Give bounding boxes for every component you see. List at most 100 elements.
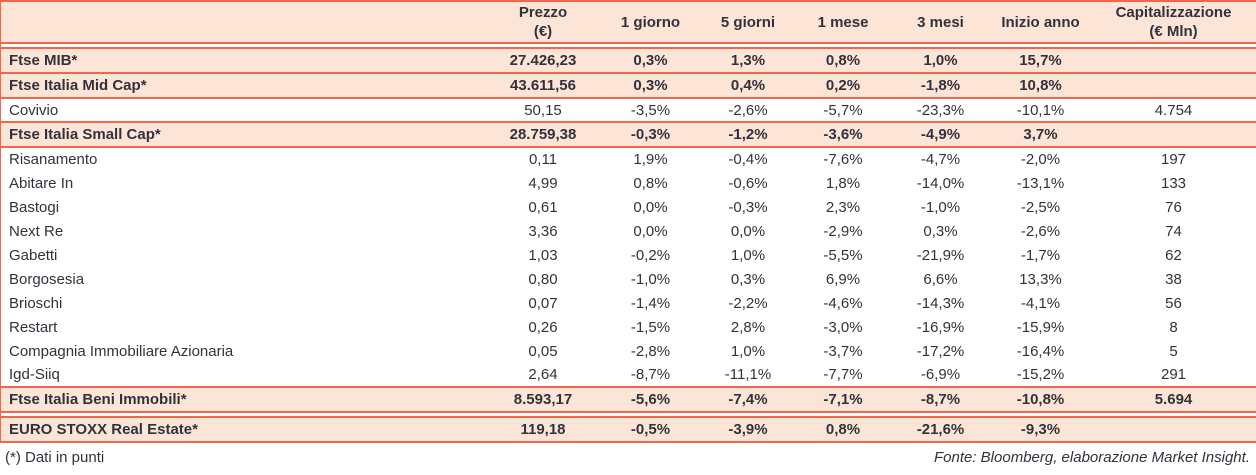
cell-ytd: -13,1% [990, 171, 1091, 195]
cell-cap: 56 [1090, 291, 1256, 315]
cell-cap [1090, 72, 1256, 99]
cell-m1: -7,7% [795, 363, 891, 387]
cell-m3: 0,3% [890, 219, 991, 243]
cell-d1: -0,3% [600, 121, 701, 148]
cell-name: EURO STOXX Real Estate* [0, 416, 486, 443]
cell-m3: -4,7% [890, 147, 991, 171]
cell-prezzo: 43.611,56 [485, 72, 601, 99]
cell-m3: -4,9% [890, 121, 991, 148]
cell-name: Ftse Italia Mid Cap* [0, 72, 486, 99]
cell-m1: 0,2% [795, 72, 891, 99]
cell-cap: 8 [1090, 315, 1256, 339]
cell-cap: 5.694 [1090, 386, 1256, 413]
spacer-row [0, 412, 1256, 417]
cell-ytd: 15,7% [990, 47, 1091, 74]
cell-prezzo: 0,26 [485, 315, 601, 339]
cell-name: Igd-Siiq [0, 363, 486, 387]
cell-m3: 6,6% [890, 267, 991, 291]
cell-d1: 0,0% [600, 219, 701, 243]
cell-prezzo: 4,99 [485, 171, 601, 195]
cell-ytd: -2,0% [990, 147, 1091, 171]
cell-d5: 0,4% [700, 72, 796, 99]
cell-m1: 6,9% [795, 267, 891, 291]
cell-d1: 1,9% [600, 147, 701, 171]
stock-row: Bastogi 0,61 0,0% -0,3% 2,3% -1,0% -2,5% 76 [0, 195, 1256, 219]
cell-ytd: 13,3% [990, 267, 1091, 291]
cell-prezzo: 28.759,38 [485, 121, 601, 148]
cell-cap: 291 [1090, 363, 1256, 387]
stock-row: Igd-Siiq 2,64 -8,7% -11,1% -7,7% -6,9% -15,2% 2… [0, 363, 1256, 387]
cell-d1: -3,5% [600, 98, 701, 122]
cell-name: Abitare In [0, 171, 486, 195]
cell-d5: -0,3% [700, 195, 796, 219]
cell-d1: -1,5% [600, 315, 701, 339]
cell-ytd: -9,3% [990, 416, 1091, 443]
cell-d1: -1,0% [600, 267, 701, 291]
cell-name: Covivio [0, 98, 486, 122]
cell-name: Gabetti [0, 243, 486, 267]
column-header-d5: 5 giorni [700, 0, 796, 44]
cell-ytd: 10,8% [990, 72, 1091, 99]
column-header-m3: 3 mesi [890, 0, 991, 44]
table-header: Prezzo (€) 1 giorno 5 giorni 1 mese 3 mesi In… [0, 0, 1256, 44]
cell-m1: 2,3% [795, 195, 891, 219]
cell-d1: -1,4% [600, 291, 701, 315]
cell-m3: 1,0% [890, 47, 991, 74]
index-row: Ftse MIB* 27.426,23 0,3% 1,3% 0,8% 1,0% 15,7% [0, 47, 1256, 74]
cell-m1: -3,0% [795, 315, 891, 339]
spacer-row [0, 43, 1256, 48]
cell-name: Bastogi [0, 195, 486, 219]
cell-cap: 76 [1090, 195, 1256, 219]
stock-row: Risanamento 0,11 1,9% -0,4% -7,6% -4,7% -2,0% 1… [0, 147, 1256, 171]
cell-m1: 1,8% [795, 171, 891, 195]
cell-ytd: 3,7% [990, 121, 1091, 148]
cell-prezzo: 1,03 [485, 243, 601, 267]
cell-ytd: -10,8% [990, 386, 1091, 413]
cell-prezzo: 27.426,23 [485, 47, 601, 74]
cell-ytd: -16,4% [990, 339, 1091, 363]
cell-prezzo: 2,64 [485, 363, 601, 387]
index-row: Ftse Italia Small Cap* 28.759,38 -0,3% -1,2… [0, 121, 1256, 148]
cell-prezzo: 0,07 [485, 291, 601, 315]
spacer-cell [0, 43, 1256, 48]
stock-row: Next Re 3,36 0,0% 0,0% -2,9% 0,3% -2,6% 74 [0, 219, 1256, 243]
cell-name: Ftse MIB* [0, 47, 486, 74]
cell-m3: -21,9% [890, 243, 991, 267]
cell-prezzo: 0,80 [485, 267, 601, 291]
cell-m3: -14,0% [890, 171, 991, 195]
cell-m1: -4,6% [795, 291, 891, 315]
cell-cap: 4.754 [1090, 98, 1256, 122]
cell-name: Brioschi [0, 291, 486, 315]
cell-m3: -6,9% [890, 363, 991, 387]
column-header-ytd: Inizio anno [990, 0, 1091, 44]
cell-prezzo: 0,11 [485, 147, 601, 171]
cell-d5: -0,6% [700, 171, 796, 195]
cell-d1: -0,2% [600, 243, 701, 267]
cell-cap [1090, 121, 1256, 148]
cell-d5: 2,8% [700, 315, 796, 339]
cell-d1: 0,3% [600, 47, 701, 74]
cell-ytd: -15,2% [990, 363, 1091, 387]
stock-row: Covivio 50,15 -3,5% -2,6% -5,7% -23,3% -10,1% 4… [0, 98, 1256, 122]
cell-m1: -2,9% [795, 219, 891, 243]
cell-prezzo: 50,15 [485, 98, 601, 122]
cell-cap: 197 [1090, 147, 1256, 171]
cell-d5: 1,0% [700, 339, 796, 363]
cell-d5: -1,2% [700, 121, 796, 148]
footnote: (*) Dati in punti [5, 449, 105, 466]
cell-m1: -3,7% [795, 339, 891, 363]
cell-m1: -3,6% [795, 121, 891, 148]
cell-cap [1090, 47, 1256, 74]
cell-name: Next Re [0, 219, 486, 243]
cell-m3: -21,6% [890, 416, 991, 443]
cell-d1: -5,6% [600, 386, 701, 413]
cell-d5: -3,9% [700, 416, 796, 443]
index-row: EURO STOXX Real Estate* 119,18 -0,5% -3,9% 0… [0, 416, 1256, 443]
cell-d1: -8,7% [600, 363, 701, 387]
cell-prezzo: 0,61 [485, 195, 601, 219]
cell-d5: -2,6% [700, 98, 796, 122]
cell-d5: 1,3% [700, 47, 796, 74]
cell-cap: 62 [1090, 243, 1256, 267]
cell-m1: -5,5% [795, 243, 891, 267]
